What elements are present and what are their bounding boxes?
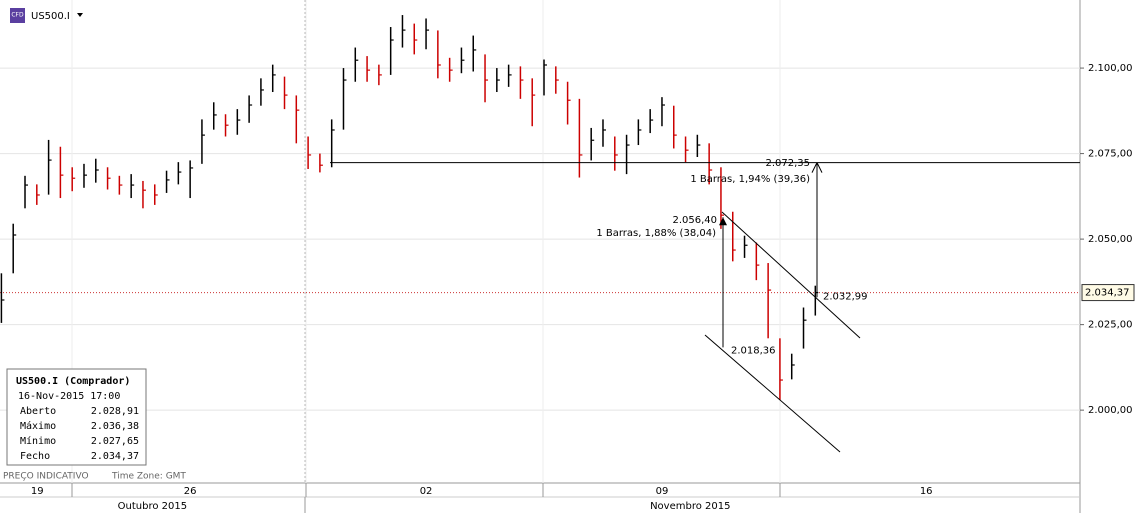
price-tag (1081, 284, 1135, 302)
x-tick-label: 19 (31, 486, 44, 497)
trend-line (704, 334, 841, 453)
info-value: 2.028,91 (91, 406, 139, 417)
info-label: Máximo (20, 420, 56, 432)
annotation-label: 2.018,36 (731, 345, 776, 356)
info-rows: Aberto 2.028,91 Máximo 2.036,38 Mínimo 2.027,… (20, 406, 139, 462)
footer-timezone: Time Zone: GMT (111, 472, 186, 482)
y-tick-label: 2.100,00 (1088, 63, 1133, 74)
month-label: Novembro 2015 (650, 501, 730, 512)
annotation-label: 1 Barras, 1,94% (39,36) (690, 174, 810, 185)
trend-line (721, 211, 861, 339)
info-box: US500.I (Comprador) 16-Nov-2015 17:00 Ab… (6, 368, 147, 466)
annotation-label: 2.056,40 (672, 215, 717, 226)
annotation-label: 2.072,35 (765, 158, 810, 169)
x-tick-label: 16 (920, 486, 933, 497)
y-tick-label: 2.075,00 (1088, 149, 1133, 160)
measure-arrow (811, 162, 823, 173)
info-label: Aberto (20, 406, 56, 417)
footer-note: PREÇO INDICATIVO (3, 472, 89, 482)
x-tick-label: 09 (656, 486, 669, 497)
info-date: 16-Nov-2015 17:00 (18, 391, 120, 402)
info-value: 2.027,65 (91, 436, 139, 447)
info-label: Fecho (20, 451, 50, 462)
annotation-label: 1 Barras, 1,88% (38,04) (596, 228, 716, 239)
y-tick-label: 2.050,00 (1088, 234, 1133, 245)
grid (0, 0, 1080, 483)
y-tick-label: 2.025,00 (1088, 320, 1133, 331)
info-value: 2.036,38 (91, 421, 139, 432)
bars (0, 15, 819, 400)
annotations: 2.072,35 1 Barras, 1,94% (39,36) 2.056,40 1… (330, 158, 1080, 356)
info-value: 2.034,37 (91, 451, 139, 462)
price-tag-label: 2.034,37 (1085, 288, 1130, 299)
symbol[interactable]: US500.I (31, 11, 70, 22)
info-box-frame (6, 368, 147, 466)
icon-text: CFD (11, 12, 24, 19)
month-label: Outubro 2015 (118, 501, 187, 512)
annotation-label: 2.032,99 (823, 291, 868, 302)
info-title: US500.I (Comprador) (16, 376, 130, 387)
y-tick-label: 2.000,00 (1088, 405, 1133, 416)
measure-arrow (719, 217, 727, 226)
x-tick-label: 02 (420, 486, 433, 497)
dropdown-arrow[interactable] (77, 13, 83, 17)
info-label: Mínimo (20, 435, 56, 447)
symbol-icon[interactable] (10, 8, 25, 23)
x-tick-label: 26 (184, 486, 197, 497)
